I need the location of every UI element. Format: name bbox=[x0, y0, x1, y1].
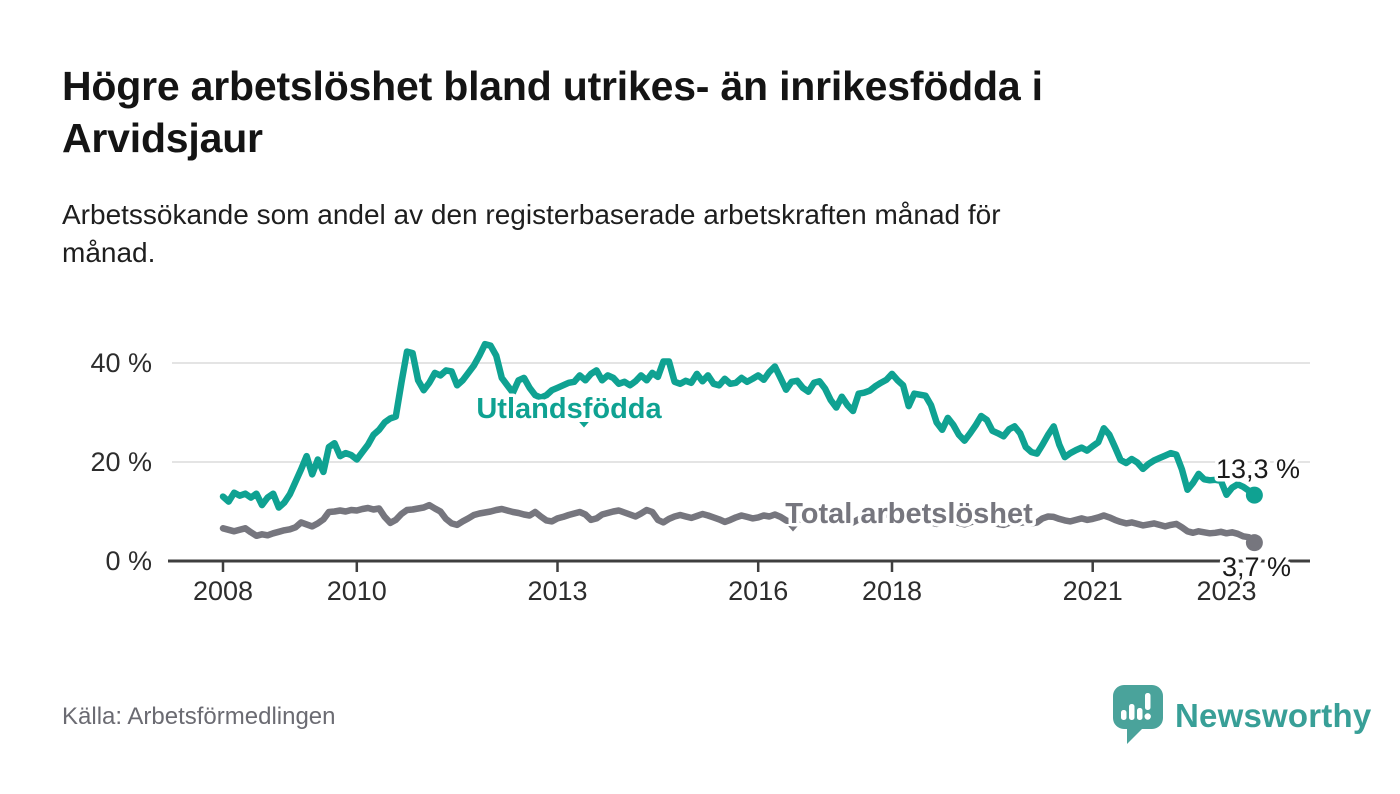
x-tick-label: 2008 bbox=[193, 576, 253, 606]
bar-chart-speech-bubble-icon bbox=[1113, 685, 1163, 744]
series-label-caret bbox=[783, 524, 803, 535]
exclamation-dot bbox=[1144, 713, 1151, 720]
page-title: Högre arbetslöshet bland utrikes- än inr… bbox=[62, 63, 1043, 162]
x-tick-label: 2021 bbox=[1063, 576, 1123, 606]
series-label: Total arbetslöshet bbox=[785, 498, 1033, 530]
exclamation-bar bbox=[1145, 693, 1151, 710]
bar-3 bbox=[1137, 708, 1143, 720]
y-tick-label: 20 % bbox=[90, 447, 152, 477]
series-end-dot bbox=[1245, 486, 1263, 504]
bar-2 bbox=[1129, 704, 1135, 720]
series-line-total bbox=[219, 501, 1258, 546]
x-tick-label: 2013 bbox=[527, 576, 587, 606]
series-label: Utlandsfödda bbox=[476, 393, 662, 425]
x-tick-label: 2023 bbox=[1196, 576, 1256, 606]
page-subtitle: Arbetssökande som andel av den registerb… bbox=[62, 199, 1001, 268]
brand-wordmark: Newsworthy bbox=[1175, 696, 1372, 734]
source-note: Källa: Arbetsförmedlingen bbox=[62, 703, 336, 730]
x-tick-label: 2010 bbox=[327, 576, 387, 606]
series-end-label: 13,3 % bbox=[1216, 454, 1300, 484]
series-end-label: 3,7 % bbox=[1222, 552, 1291, 582]
y-tick-label: 0 % bbox=[105, 546, 152, 576]
y-tick-label: 40 % bbox=[90, 348, 152, 378]
newsworthy-logo: Newsworthy bbox=[1112, 684, 1371, 747]
series-end-dot bbox=[1245, 534, 1263, 552]
x-tick-label: 2018 bbox=[862, 576, 922, 606]
series-label-caret bbox=[574, 420, 594, 431]
x-tick-label: 2016 bbox=[728, 576, 788, 606]
bar-1 bbox=[1121, 710, 1127, 720]
series-line-utlandsfodda bbox=[219, 340, 1258, 511]
